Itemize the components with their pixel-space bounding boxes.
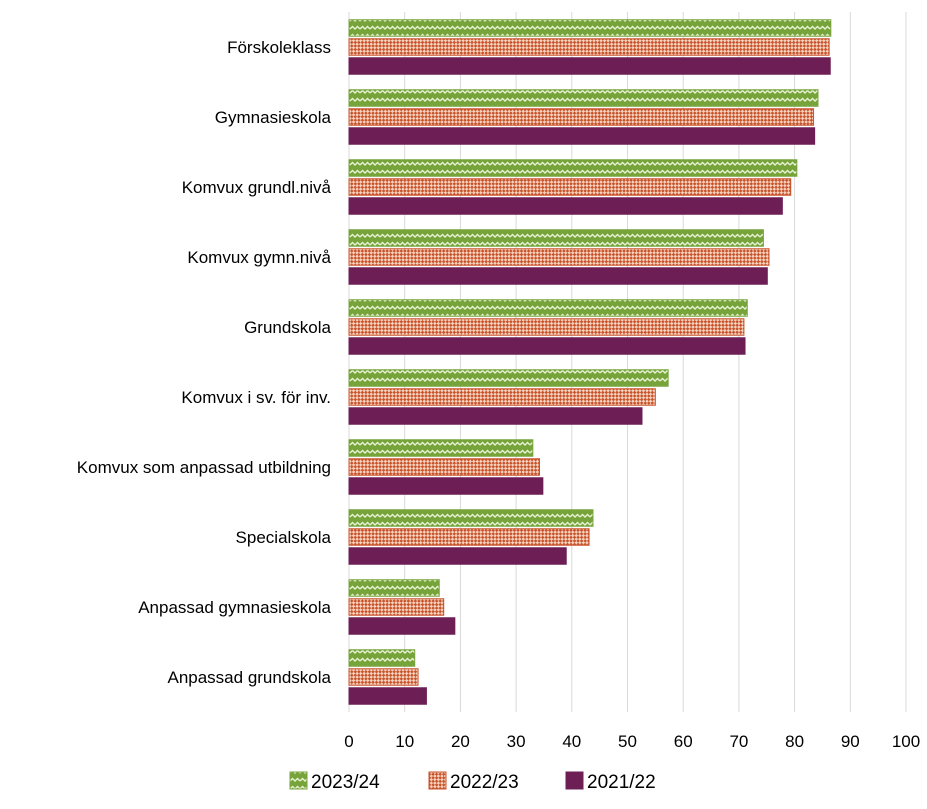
x-tick-label: 40 [562, 732, 581, 751]
x-tick-label: 60 [674, 732, 693, 751]
bar-2021-22 [348, 197, 783, 215]
x-tick-label: 0 [344, 732, 353, 751]
category-labels: Förskoleklass Gymnasieskola Komvux grundl.… [77, 38, 332, 687]
bar-2022-23 [348, 318, 745, 336]
bar-2022-23 [348, 458, 540, 476]
bar-2021-22 [348, 477, 544, 495]
bar-2022-23 [348, 248, 770, 266]
bar-2023-24 [348, 299, 748, 317]
bar-2022-23 [348, 598, 445, 616]
legend-swatch [565, 771, 584, 790]
bar-2021-22 [348, 57, 831, 75]
x-tick-label: 80 [785, 732, 804, 751]
bar-2023-24 [348, 579, 440, 597]
bar-2021-22 [348, 617, 456, 635]
category-label: Komvux i sv. för inv. [181, 388, 331, 407]
x-tick-label: 90 [841, 732, 860, 751]
bar-2022-23 [348, 528, 590, 546]
category-label: Komvux grundl.nivå [182, 178, 332, 197]
bar-2021-22 [348, 337, 746, 355]
bar-2023-24 [348, 649, 416, 667]
category-label: Grundskola [244, 318, 331, 337]
legend-label: 2021/22 [587, 772, 656, 793]
x-tick-label: 50 [618, 732, 637, 751]
bar-2023-24 [348, 229, 764, 247]
category-label: Anpassad grundskola [167, 668, 331, 687]
bars [348, 19, 832, 705]
legend-label: 2023/24 [311, 772, 380, 793]
legend-label: 2022/23 [450, 772, 519, 793]
bar-2022-23 [348, 38, 830, 56]
bar-2021-22 [348, 267, 768, 285]
x-tick-label: 20 [451, 732, 470, 751]
x-tick-label: 100 [892, 732, 920, 751]
bar-2021-22 [348, 547, 567, 565]
legend-swatch [428, 771, 447, 790]
category-label: Anpassad gymnasieskola [138, 598, 331, 617]
bar-2022-23 [348, 108, 815, 126]
bar-2023-24 [348, 89, 819, 107]
legend-swatch [289, 771, 308, 790]
category-label: Specialskola [236, 528, 332, 547]
bar-2023-24 [348, 439, 534, 457]
category-label: Komvux gymn.nivå [187, 248, 331, 267]
bar-2023-24 [348, 509, 594, 527]
bar-2022-23 [348, 178, 792, 196]
bar-2021-22 [348, 127, 816, 145]
x-tick-label: 10 [395, 732, 414, 751]
bar-2021-22 [348, 407, 643, 425]
category-label: Gymnasieskola [215, 108, 332, 127]
category-label: Förskoleklass [227, 38, 331, 57]
bar-2023-24 [348, 369, 669, 387]
x-tick-label: 70 [729, 732, 748, 751]
x-tick-label: 30 [507, 732, 526, 751]
bar-2022-23 [348, 388, 656, 406]
bar-2021-22 [348, 687, 427, 705]
category-label: Komvux som anpassad utbildning [77, 458, 331, 477]
bar-2022-23 [348, 668, 419, 686]
legend: 2023/24 2022/23 2021/22 [289, 771, 656, 793]
bar-2023-24 [348, 19, 832, 37]
bar-2023-24 [348, 159, 798, 177]
x-axis-ticks: 0 10 20 30 40 50 60 70 80 90 100 [344, 732, 920, 751]
